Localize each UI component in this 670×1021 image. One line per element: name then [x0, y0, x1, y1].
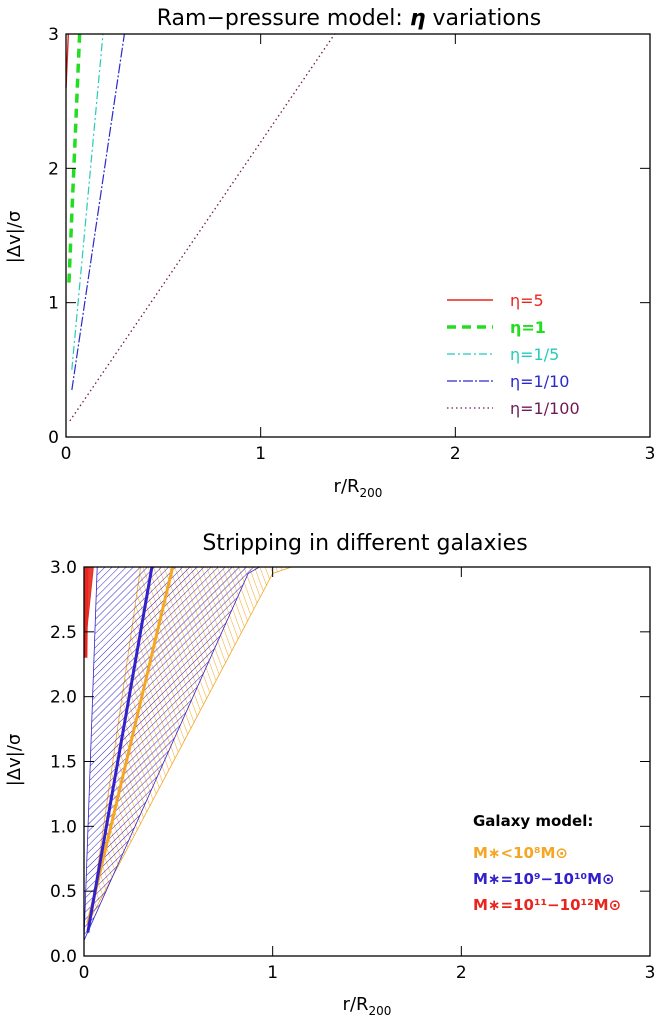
top-title-suffix: variations [426, 6, 542, 31]
top-x-tick-label: 0 [61, 444, 72, 464]
bottom-xlabel-sub: 200 [369, 1004, 392, 1018]
legend-label-2: η=1 [510, 318, 546, 337]
bottom-panel: Stripping in different galaxies 0 1 2 30.00… [4, 531, 655, 1018]
center-line-1 [86, 566, 175, 924]
top-x-tick-label: 3 [645, 444, 656, 464]
top-x-axis-label: r/R200 [334, 476, 383, 500]
bottom-x-axis-label: r/R200 [343, 994, 392, 1018]
top-y-tick-label: 1 [48, 294, 59, 314]
bottom-y-tick-label: 2.0 [50, 688, 77, 708]
top-axis-ticks: 0 1 2 3 0 1 2 3 [48, 25, 655, 464]
top-y-tick-label: 2 [48, 159, 59, 179]
legend-label-5: η=1/100 [510, 399, 580, 418]
bottom-x-tick-label: 2 [456, 963, 467, 983]
bottom-plot-area [83, 566, 292, 941]
legend-label-2: M∗=10⁹−10¹⁰M⊙ [473, 870, 615, 888]
bottom-axis-ticks: 0 1 2 3 0.0 0.5 1.0 1.5 2.0 2.5 3.0 [50, 558, 655, 983]
top-x-tick-label: 1 [255, 444, 266, 464]
bottom-xlabel-main: r/R [343, 994, 369, 1015]
series-line-5 [69, 33, 336, 422]
bottom-chart-title: Stripping in different galaxies [202, 531, 527, 556]
legend-label-3: η=1/5 [510, 345, 559, 364]
top-y-tick-label: 3 [48, 25, 59, 45]
bottom-y-tick-label: 3.0 [50, 558, 77, 578]
bottom-y-tick-label: 1.5 [50, 753, 77, 773]
center-line-2 [86, 566, 154, 933]
legend-label-1: η=5 [510, 291, 544, 310]
center-line-3 [84, 566, 89, 658]
bottom-y-axis-label: |Δv|/σ [4, 734, 25, 787]
bottom-x-tick-label: 0 [79, 963, 90, 983]
top-panel: Ram−pressure model: η variations 0 1 2 3 0 1 2… [4, 6, 655, 500]
top-x-tick-label: 2 [450, 444, 461, 464]
top-y-tick-label: 0 [48, 428, 59, 448]
top-plot-area [65, 33, 336, 422]
bottom-y-tick-label: 0.5 [50, 882, 77, 902]
legend-label-4: η=1/10 [510, 372, 569, 391]
bottom-y-tick-label: 0.0 [50, 947, 77, 967]
top-title-eta: η [410, 6, 426, 31]
top-y-axis-label: |Δv|/σ [4, 211, 25, 264]
series-line-2 [67, 33, 82, 283]
top-xlabel-main: r/R [334, 476, 360, 497]
top-legend: η=5 η=1 η=1/5 η=1/10 η=1/100 [447, 291, 580, 418]
top-xlabel-sub: 200 [360, 486, 383, 500]
legend-label-3: M∗=10¹¹−10¹²M⊙ [473, 896, 621, 914]
bottom-y-tick-label: 1.0 [50, 817, 77, 837]
bottom-x-tick-label: 1 [267, 963, 278, 983]
bottom-legend: M∗<10⁸M⊙ M∗=10⁹−10¹⁰M⊙ M∗=10¹¹−10¹²M⊙ [473, 844, 621, 914]
top-plot-frame [65, 33, 651, 438]
bottom-legend-title: Galaxy model: [473, 812, 593, 830]
series-line-4 [71, 33, 125, 391]
bottom-x-tick-label: 3 [645, 963, 656, 983]
top-chart-title: Ram−pressure model: η variations [157, 6, 542, 31]
legend-label-1: M∗<10⁸M⊙ [473, 844, 568, 862]
bottom-y-tick-label: 2.5 [50, 623, 77, 643]
top-title-text: Ram−pressure model: [157, 6, 410, 31]
